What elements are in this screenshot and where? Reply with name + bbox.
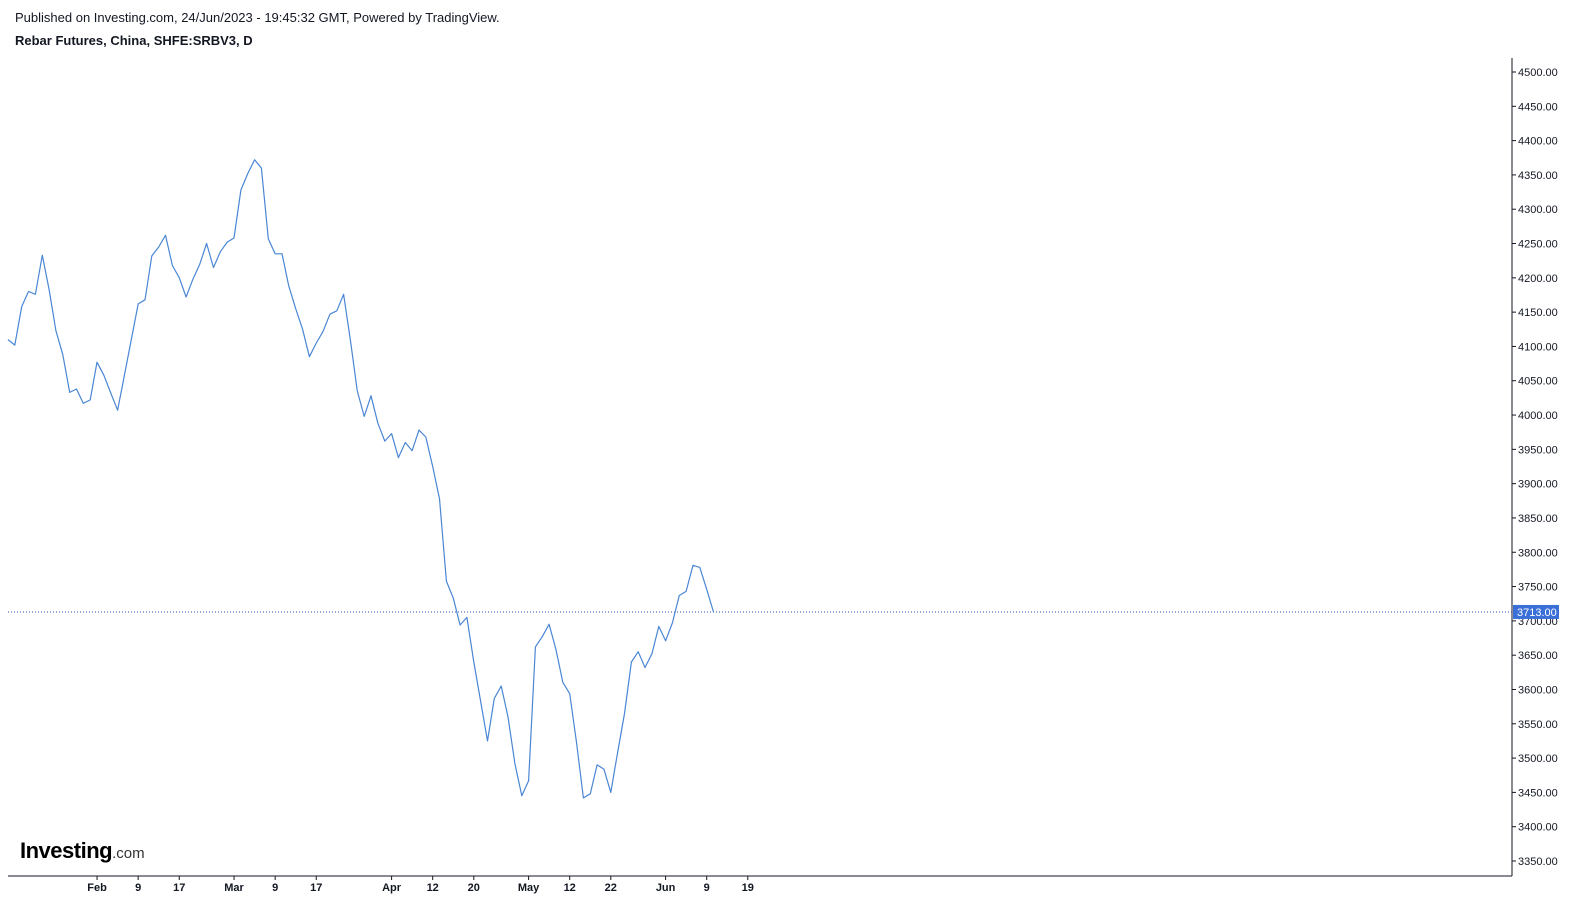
x-tick-label: 17 [173, 882, 185, 894]
y-tick-label: 3800.00 [1518, 547, 1558, 559]
y-tick-label: 4300.00 [1518, 204, 1558, 216]
x-tick-label: 12 [427, 882, 439, 894]
last-price-badge-bg [1513, 604, 1559, 619]
published-info: Published on Investing.com, 24/Jun/2023 … [15, 10, 500, 25]
y-tick-label: 3600.00 [1518, 684, 1558, 696]
x-tick-label: 17 [310, 882, 322, 894]
y-tick-label: 3850.00 [1518, 513, 1558, 525]
x-tick-label: Mar [224, 882, 244, 894]
chart-axes [8, 58, 1513, 877]
y-tick-label: 4450.00 [1518, 101, 1558, 113]
x-tick-label: 19 [742, 882, 754, 894]
last-price-label: 3713.00 [1517, 607, 1557, 619]
logo-brand: Investing [20, 838, 113, 863]
y-tick-label: 4050.00 [1518, 376, 1558, 388]
y-tick-label: 3500.00 [1518, 753, 1558, 765]
x-tick-label: Apr [382, 882, 402, 894]
y-tick-label: 4200.00 [1518, 273, 1558, 285]
y-tick-label: 3900.00 [1518, 479, 1558, 491]
y-tick-label: 4400.00 [1518, 136, 1558, 148]
x-axis-ticks: Feb 9 17 Mar 9 17 Apr 12 20 May 12 22 Jun 9 19 [87, 876, 754, 894]
y-tick-label: 3450.00 [1518, 787, 1558, 799]
y-tick-label: 3750.00 [1518, 582, 1558, 594]
y-tick-label: 4350.00 [1518, 170, 1558, 182]
x-tick-label: May [518, 882, 540, 894]
logo-suffix: .com [112, 845, 145, 862]
x-tick-label: Feb [87, 882, 107, 894]
x-tick-label: 12 [564, 882, 576, 894]
price-series-line [7, 159, 715, 799]
x-tick-label: 9 [704, 882, 710, 894]
y-tick-label: 4500.00 [1518, 67, 1558, 79]
y-tick-label: 3350.00 [1518, 856, 1558, 868]
y-tick-label: 3950.00 [1518, 444, 1558, 456]
x-tick-label: 9 [272, 882, 278, 894]
y-axis-ticks: 3350.00 3400.00 3450.00 3500.00 3550.00 3600.… [1512, 67, 1558, 868]
investing-logo: Investing.com [20, 838, 145, 864]
y-tick-label: 3400.00 [1518, 822, 1558, 834]
y-tick-label: 3550.00 [1518, 719, 1558, 731]
y-tick-label: 4250.00 [1518, 239, 1558, 251]
y-tick-label: 4000.00 [1518, 410, 1558, 422]
chart-symbol-title: Rebar Futures, China, SHFE:SRBV3, D [15, 33, 253, 48]
y-tick-label: 4100.00 [1518, 341, 1558, 353]
y-tick-label: 4150.00 [1518, 307, 1558, 319]
x-tick-label: 9 [135, 882, 141, 894]
last-price-badge: 3713.00 [1513, 604, 1559, 619]
y-tick-label: 3650.00 [1518, 650, 1558, 662]
x-tick-label: 22 [605, 882, 617, 894]
x-tick-label: 20 [468, 882, 480, 894]
x-tick-label: Jun [656, 882, 676, 894]
